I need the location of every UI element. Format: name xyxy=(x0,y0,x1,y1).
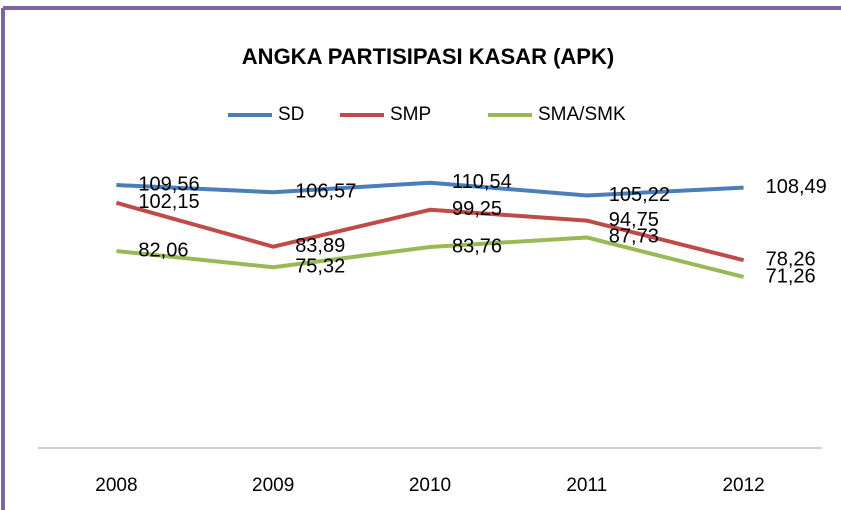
data-label: 99,25 xyxy=(452,198,502,220)
series-line xyxy=(116,235,745,279)
data-label: 82,06 xyxy=(138,239,188,261)
legend-label: SMP xyxy=(390,104,431,125)
data-label: 83,89 xyxy=(295,235,345,257)
x-tick-label: 2009 xyxy=(252,475,294,496)
data-label: 108,49 xyxy=(766,176,827,198)
data-label: 71,26 xyxy=(766,265,816,287)
series-line xyxy=(116,180,744,198)
data-label: 105,22 xyxy=(609,184,670,206)
data-label: 106,57 xyxy=(295,181,356,203)
x-tick-label: 2010 xyxy=(409,475,451,496)
series-line xyxy=(115,200,745,263)
x-tick-label: 2008 xyxy=(95,475,137,496)
data-label: 75,32 xyxy=(295,256,345,278)
data-label: 83,76 xyxy=(452,235,502,257)
x-tick-label: 2011 xyxy=(566,475,607,496)
x-tick-label: 2012 xyxy=(722,475,764,496)
data-label: 94,75 xyxy=(609,209,659,231)
data-label: 102,15 xyxy=(138,191,199,213)
data-label: 78,26 xyxy=(766,248,816,270)
chart-title: ANGKA PARTISIPASI KASAR (APK) xyxy=(242,44,614,69)
legend-label: SMA/SMK xyxy=(538,104,626,125)
legend-label: SD xyxy=(278,104,304,125)
data-label: 87,73 xyxy=(609,226,659,248)
data-label: 109,56 xyxy=(138,173,199,195)
legend: SD SMP SMA/SMK xyxy=(228,104,626,125)
data-label: 110,54 xyxy=(452,171,512,193)
